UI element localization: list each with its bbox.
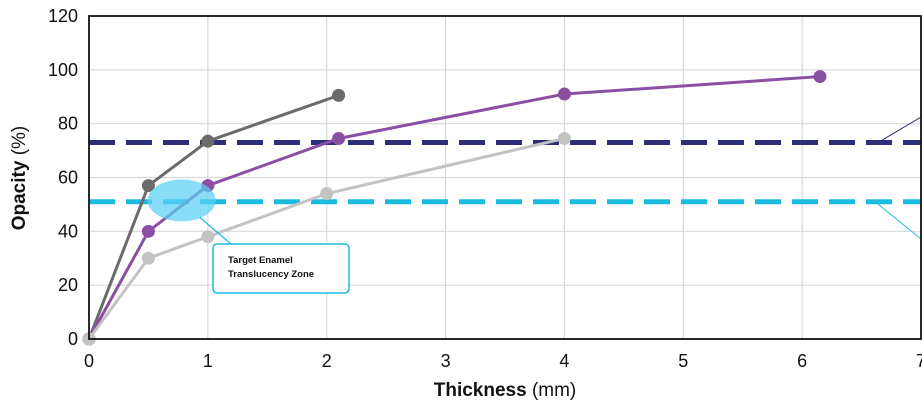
x-tick-label: 4 <box>559 351 569 371</box>
axes: 0 1 2 3 4 5 6 7 0 20 40 60 80 100 120 <box>48 6 922 371</box>
callout-text-line: Target Enamel <box>228 255 293 266</box>
plot-frame <box>88 15 922 340</box>
y-tick-label: 40 <box>58 221 78 241</box>
reference-lines <box>89 116 922 241</box>
x-tick-label: 7 <box>916 351 922 371</box>
callout-box <box>212 243 350 294</box>
x-axis-title-unit: (mm) <box>532 380 576 401</box>
y-axis-title-label: Opacity <box>9 160 30 230</box>
annotation: Target Enamel Translucency Zone <box>147 179 350 294</box>
series-2-point <box>320 187 334 201</box>
x-tick-label: 6 <box>797 351 807 371</box>
target-zone-ellipse <box>147 179 216 222</box>
series-2-point <box>141 251 155 265</box>
x-tick-label: 0 <box>84 351 94 371</box>
x-tick-label: 1 <box>203 351 213 371</box>
y-tick-label: 100 <box>48 60 78 80</box>
x-axis-title-label: Thickness <box>434 380 527 401</box>
reference-leader-0 <box>877 116 922 143</box>
y-tick-label: 60 <box>58 168 78 188</box>
series-1-line <box>87 75 821 340</box>
series-2-point <box>201 230 215 244</box>
x-tick-label: 2 <box>322 351 332 371</box>
series-1-point <box>141 224 155 238</box>
x-axis-title: Thickness (mm) <box>434 380 577 401</box>
series-1-point <box>813 70 827 84</box>
callout-text-line: Translucency Zone <box>228 269 314 280</box>
series-0-point <box>141 179 155 193</box>
x-tick-label: 3 <box>441 351 451 371</box>
series-1-point <box>332 131 346 145</box>
x-tick-label: 5 <box>678 351 688 371</box>
series-0-line <box>87 93 340 340</box>
reference-leader-1 <box>874 201 922 241</box>
y-axis-title: Opacity (%) <box>9 126 30 231</box>
y-axis-title-unit: (%) <box>9 126 30 156</box>
series-0-point <box>201 134 215 148</box>
y-tick-label: 120 <box>48 6 78 26</box>
y-tick-label: 0 <box>68 329 78 349</box>
series-1-point <box>557 87 571 101</box>
series-2-point <box>557 131 571 145</box>
y-tick-label: 80 <box>58 114 78 134</box>
callout-leader-line <box>199 216 232 245</box>
series-0-point <box>332 88 346 102</box>
y-tick-label: 20 <box>58 275 78 295</box>
